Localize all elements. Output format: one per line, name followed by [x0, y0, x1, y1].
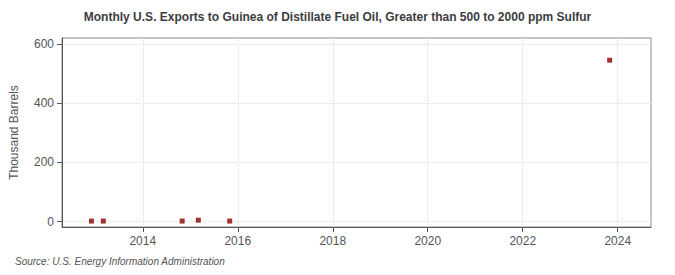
svg-text:Thousand Barrels: Thousand Barrels	[7, 85, 21, 180]
svg-text:600: 600	[34, 37, 54, 51]
svg-text:2018: 2018	[319, 234, 346, 248]
svg-text:0: 0	[47, 215, 54, 229]
svg-text:200: 200	[34, 155, 54, 169]
svg-text:2024: 2024	[604, 234, 631, 248]
svg-text:2014: 2014	[129, 234, 156, 248]
svg-text:2022: 2022	[509, 234, 536, 248]
svg-text:2020: 2020	[414, 234, 441, 248]
svg-text:Source: U.S. Energy Informatio: Source: U.S. Energy Information Administ…	[15, 256, 225, 267]
svg-text:Monthly U.S. Exports to Guinea: Monthly U.S. Exports to Guinea of Distil…	[84, 10, 592, 24]
svg-text:400: 400	[34, 96, 54, 110]
svg-text:2016: 2016	[224, 234, 251, 248]
